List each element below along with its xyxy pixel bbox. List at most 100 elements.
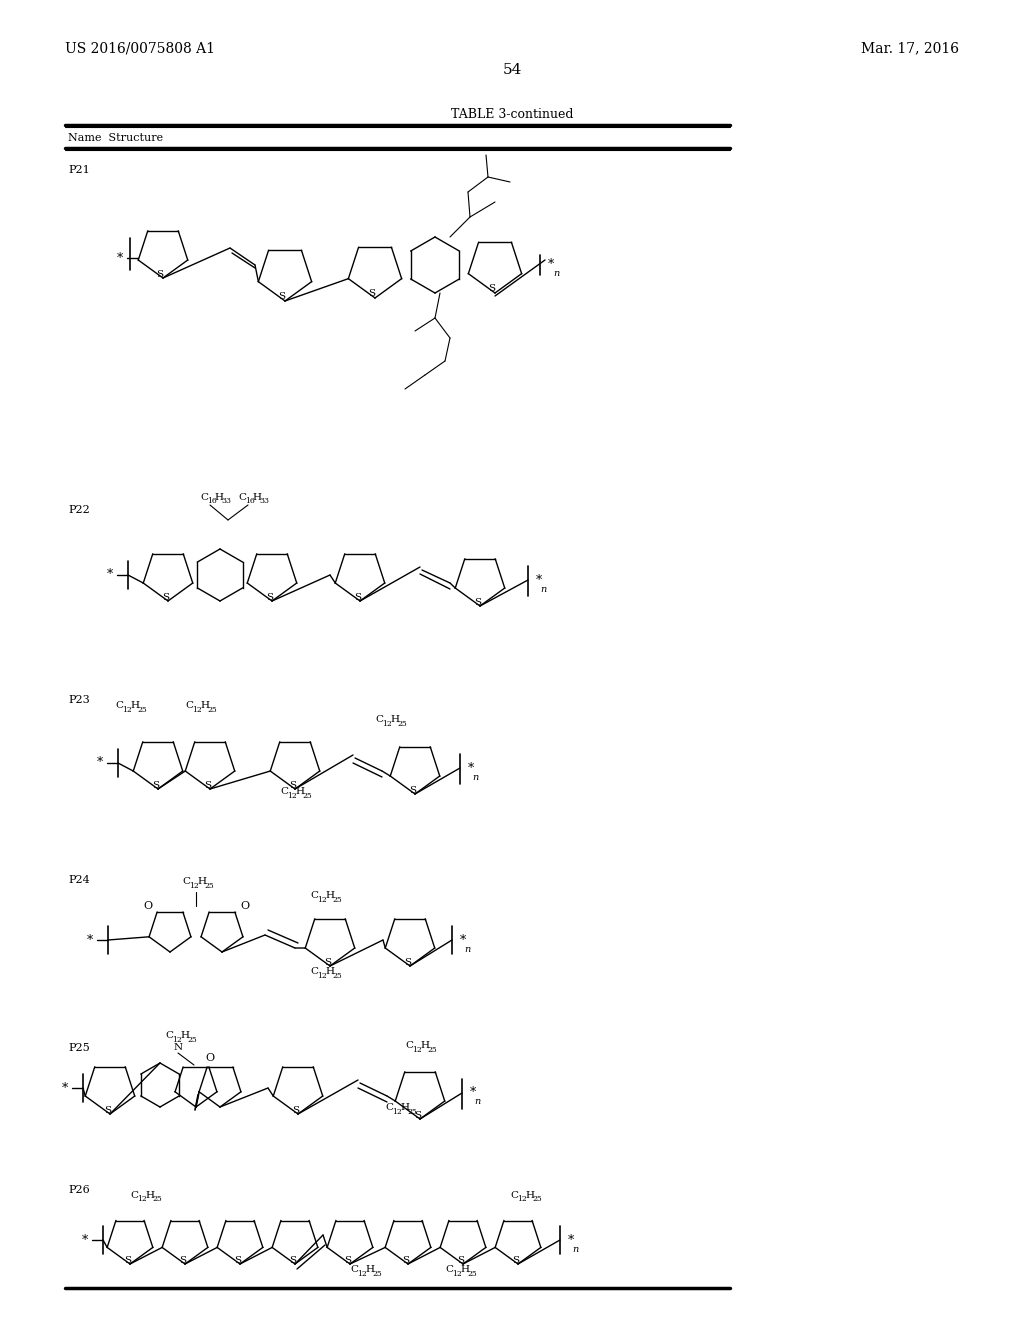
Text: TABLE 3-continued: TABLE 3-continued: [451, 108, 573, 121]
Text: 12: 12: [317, 896, 327, 904]
Text: H: H: [295, 788, 304, 796]
Text: P25: P25: [68, 1043, 90, 1053]
Text: 16: 16: [207, 498, 217, 506]
Text: 25: 25: [204, 882, 214, 890]
Text: S: S: [369, 289, 376, 298]
Text: O: O: [241, 902, 250, 911]
Text: 12: 12: [382, 719, 392, 729]
Text: 12: 12: [172, 1036, 181, 1044]
Text: n: n: [474, 1097, 480, 1106]
Text: S: S: [325, 957, 332, 966]
Text: C: C: [350, 1266, 358, 1275]
Text: C: C: [200, 494, 208, 503]
Text: 25: 25: [397, 719, 407, 729]
Text: H: H: [325, 968, 334, 977]
Text: 12: 12: [189, 882, 199, 890]
Text: *: *: [106, 569, 113, 582]
Text: *: *: [97, 756, 103, 770]
Text: P24: P24: [68, 875, 90, 884]
Text: S: S: [410, 785, 417, 795]
Text: S: S: [153, 780, 160, 789]
Text: C: C: [130, 1191, 138, 1200]
Text: n: n: [553, 269, 559, 279]
Text: S: S: [290, 780, 297, 789]
Text: H: H: [180, 1031, 189, 1040]
Text: *: *: [460, 933, 466, 946]
Text: P22: P22: [68, 506, 90, 515]
Text: C: C: [510, 1191, 518, 1200]
Text: 25: 25: [187, 1036, 197, 1044]
Text: Mar. 17, 2016: Mar. 17, 2016: [861, 41, 959, 55]
Text: C: C: [182, 878, 190, 887]
Text: S: S: [512, 1255, 519, 1265]
Text: 25: 25: [427, 1045, 437, 1053]
Text: n: n: [472, 772, 478, 781]
Text: O: O: [206, 1053, 215, 1063]
Text: 12: 12: [412, 1045, 422, 1053]
Text: n: n: [572, 1245, 579, 1254]
Text: C: C: [238, 494, 246, 503]
Text: 12: 12: [317, 972, 327, 979]
Text: n: n: [540, 585, 546, 594]
Text: H: H: [145, 1191, 154, 1200]
Text: H: H: [460, 1266, 469, 1275]
Text: C: C: [165, 1031, 173, 1040]
Text: C: C: [310, 968, 318, 977]
Text: H: H: [200, 701, 209, 710]
Text: S: S: [474, 598, 481, 607]
Text: Name  Structure: Name Structure: [68, 133, 163, 143]
Text: S: S: [125, 1255, 131, 1265]
Text: H: H: [365, 1266, 374, 1275]
Text: *: *: [470, 1086, 476, 1100]
Text: 25: 25: [332, 896, 342, 904]
Text: 25: 25: [372, 1270, 382, 1278]
Text: *: *: [61, 1081, 69, 1094]
Text: H: H: [400, 1104, 409, 1113]
Text: O: O: [143, 902, 153, 911]
Text: 33: 33: [221, 498, 231, 506]
Text: H: H: [252, 494, 261, 503]
Text: *: *: [536, 573, 543, 586]
Text: C: C: [310, 891, 318, 900]
Text: 12: 12: [137, 1195, 146, 1203]
Text: N: N: [173, 1043, 182, 1052]
Text: H: H: [390, 715, 399, 725]
Text: P26: P26: [68, 1185, 90, 1195]
Text: S: S: [293, 1106, 300, 1114]
Text: *: *: [548, 259, 554, 272]
Text: H: H: [197, 878, 206, 887]
Text: 12: 12: [392, 1107, 401, 1115]
Text: 12: 12: [452, 1270, 462, 1278]
Text: C: C: [280, 788, 288, 796]
Text: 25: 25: [302, 792, 311, 800]
Text: 12: 12: [193, 706, 202, 714]
Text: US 2016/0075808 A1: US 2016/0075808 A1: [65, 41, 215, 55]
Text: C: C: [375, 715, 383, 725]
Text: 12: 12: [287, 792, 297, 800]
Text: H: H: [130, 701, 139, 710]
Text: P23: P23: [68, 696, 90, 705]
Text: S: S: [415, 1110, 422, 1119]
Text: 25: 25: [467, 1270, 477, 1278]
Text: S: S: [344, 1255, 351, 1265]
Text: S: S: [354, 593, 361, 602]
Text: 12: 12: [122, 706, 132, 714]
Text: H: H: [214, 494, 223, 503]
Text: 25: 25: [207, 706, 217, 714]
Text: P21: P21: [68, 165, 90, 176]
Text: 25: 25: [332, 972, 342, 979]
Text: H: H: [525, 1191, 534, 1200]
Text: S: S: [157, 269, 164, 279]
Text: 12: 12: [517, 1195, 526, 1203]
Text: C: C: [385, 1104, 393, 1113]
Text: 25: 25: [137, 706, 146, 714]
Text: C: C: [445, 1266, 453, 1275]
Text: S: S: [163, 593, 170, 602]
Text: *: *: [117, 252, 123, 264]
Text: S: S: [205, 780, 212, 789]
Text: *: *: [568, 1233, 574, 1246]
Text: 16: 16: [245, 498, 255, 506]
Text: S: S: [279, 292, 286, 301]
Text: H: H: [325, 891, 334, 900]
Text: S: S: [488, 284, 496, 293]
